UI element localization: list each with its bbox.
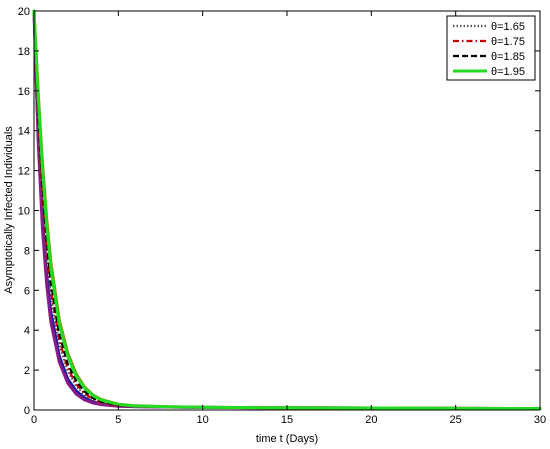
x-tick-label: 15 xyxy=(281,414,293,426)
y-tick-label: 4 xyxy=(24,325,30,337)
y-axis-label: Asymptotically Infected Individuals xyxy=(3,126,15,294)
x-tick-label: 0 xyxy=(31,414,37,426)
legend-label: θ=1.65 xyxy=(491,21,525,33)
legend-label: θ=1.75 xyxy=(491,36,525,48)
y-tick-label: 12 xyxy=(18,166,30,178)
y-tick-label: 20 xyxy=(18,6,30,18)
legend: θ=1.65 θ=1.75 θ=1.85 θ=1.95 xyxy=(446,15,536,81)
legend-box xyxy=(446,15,536,81)
y-tick-label: 0 xyxy=(24,405,30,417)
ticks-layer: 0 5 10 15 20 25 30 0 2 4 6 8 10 12 14 16 18 20 xyxy=(18,6,546,426)
legend-label: θ=1.95 xyxy=(491,66,525,78)
y-tick-label: 14 xyxy=(18,126,30,138)
y-tick-label: 16 xyxy=(18,86,30,98)
series-line-2 xyxy=(32,10,541,410)
y-tick-label: 18 xyxy=(18,46,30,58)
x-tick-label: 5 xyxy=(115,414,121,426)
x-tick-label: 30 xyxy=(534,414,546,426)
legend-label: θ=1.85 xyxy=(491,51,525,63)
y-tick-label: 2 xyxy=(24,365,30,377)
x-axis-label: time t (Days) xyxy=(256,433,318,445)
x-tick-label: 10 xyxy=(197,414,209,426)
y-tick-label: 10 xyxy=(18,206,30,218)
y-tick-label: 8 xyxy=(24,245,30,257)
x-tick-label: 20 xyxy=(365,414,377,426)
y-tick-label: 6 xyxy=(24,285,30,297)
x-tick-label: 25 xyxy=(450,414,462,426)
